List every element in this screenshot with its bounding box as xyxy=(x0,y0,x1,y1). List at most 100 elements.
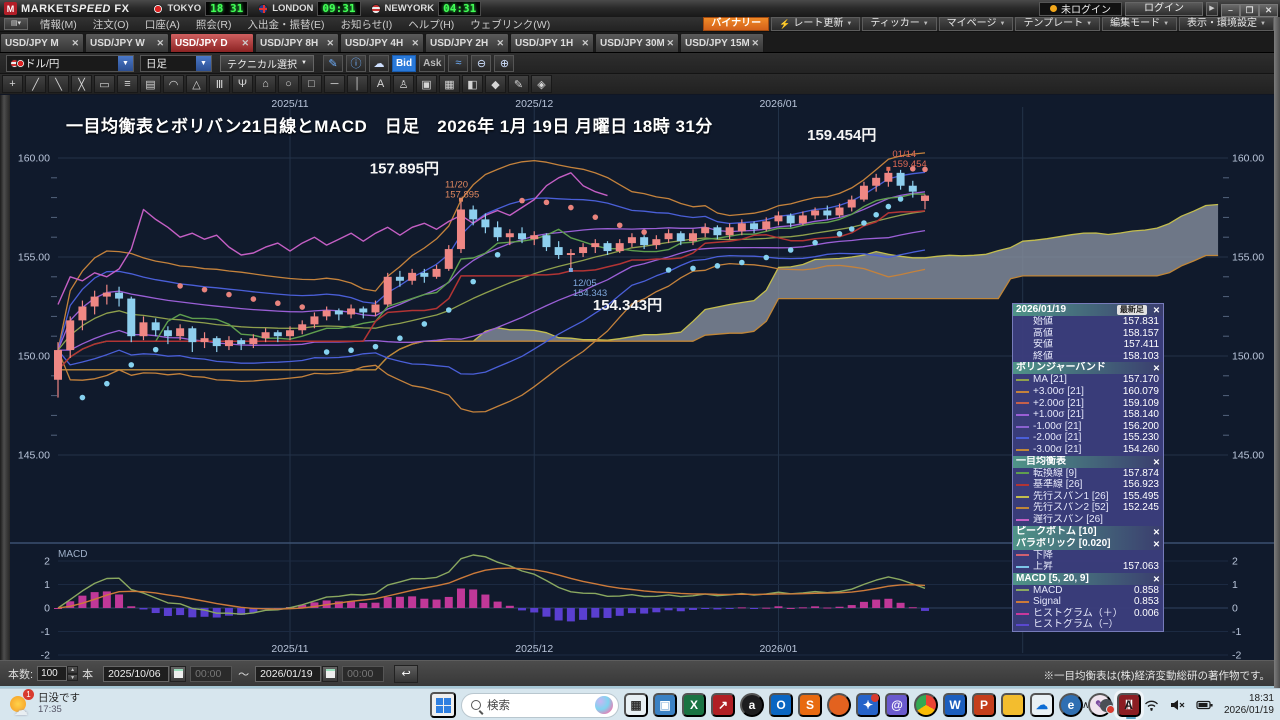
panel-close-icon[interactable]: ✕ xyxy=(1152,538,1160,549)
view-settings-button[interactable]: 表示・環境設定 ▼ xyxy=(1179,17,1274,31)
start-button[interactable] xyxy=(430,692,456,718)
task-view-icon[interactable]: ▦ xyxy=(624,693,648,717)
date-from-input[interactable]: 2025/10/06 xyxy=(103,665,170,682)
outlook-icon[interactable]: O xyxy=(769,693,793,717)
tab-close-icon[interactable]: ✕ xyxy=(496,37,504,48)
horizontal-line-tool[interactable]: ─ xyxy=(324,75,345,93)
minimize-button[interactable]: – xyxy=(1221,3,1240,17)
tab-usd-jpy-30m[interactable]: USD/JPY 30M ✕ xyxy=(595,33,679,52)
tool-settings[interactable]: ◈ xyxy=(531,75,552,93)
word-icon[interactable]: W xyxy=(943,693,967,717)
calendar-to-icon[interactable] xyxy=(322,665,339,682)
tray-expand-icon[interactable]: ∧ xyxy=(1081,699,1090,711)
timeframe-dropdown-icon[interactable]: ▼ xyxy=(196,55,211,71)
trendline-tool[interactable]: ╱ xyxy=(25,75,46,93)
tab-usd-jpy-w[interactable]: USD/JPY W ✕ xyxy=(85,33,169,52)
stock-chart-app-icon[interactable]: ↗ xyxy=(711,693,735,717)
menu-item-1[interactable]: 注文(O) xyxy=(92,19,129,31)
photos-icon[interactable]: ✦ xyxy=(856,693,880,717)
fibonacci-time-tool[interactable]: Ⅲ xyxy=(209,75,230,93)
ellipse-tool[interactable]: ○ xyxy=(278,75,299,93)
tab-usd-jpy-4h[interactable]: USD/JPY 4H ✕ xyxy=(340,33,424,52)
media-app-icon[interactable]: a xyxy=(740,693,764,717)
battery-icon[interactable] xyxy=(1196,699,1213,711)
arc-tool[interactable]: ◠ xyxy=(163,75,184,93)
vertical-line-tool[interactable]: │ xyxy=(347,75,368,93)
tab-close-icon[interactable]: ✕ xyxy=(71,37,79,48)
panel-close-icon[interactable]: ✕ xyxy=(1152,456,1160,467)
mypage-button[interactable]: マイページ ▼ xyxy=(938,17,1014,31)
marketspeed-icon[interactable]: Ⅲ xyxy=(1117,693,1141,719)
pattern-tool[interactable]: ▦ xyxy=(439,75,460,93)
binary-button[interactable]: バイナリー xyxy=(703,17,770,31)
tab-close-icon[interactable]: ✕ xyxy=(581,37,589,48)
network-status-icon[interactable] xyxy=(1100,698,1116,714)
text-tool[interactable]: A xyxy=(370,75,391,93)
draw-pencil-icon[interactable]: ✎ xyxy=(322,54,343,72)
bid-button[interactable]: Bid xyxy=(391,54,417,72)
currency-pair-select[interactable]: ドル/円 ▼ xyxy=(6,54,134,72)
count-up-icon[interactable]: ▲ xyxy=(67,666,79,674)
weather-widget[interactable]: ☁ 1 日没です 17:35 xyxy=(8,689,80,718)
chart-style-icon[interactable]: ≈ xyxy=(448,54,469,72)
ticker-button[interactable]: ティッカー ▼ xyxy=(862,17,937,31)
diamond-tool[interactable]: ◆ xyxy=(485,75,506,93)
bar-count-input[interactable]: 100 xyxy=(37,666,68,681)
zoom-out-icon[interactable]: ⊖ xyxy=(471,54,492,72)
rate-update-button[interactable]: ⚡ レート更新 ▼ xyxy=(771,17,861,31)
eraser-tool[interactable]: ◧ xyxy=(462,75,483,93)
left-splitter[interactable] xyxy=(0,95,10,660)
tab-close-icon[interactable]: ✕ xyxy=(666,37,674,48)
mail-icon[interactable]: @ xyxy=(885,693,909,717)
pitchfork-tool[interactable]: Ψ xyxy=(232,75,253,93)
info-icon[interactable]: ⓘ xyxy=(345,54,366,72)
marker-tool[interactable]: ♙ xyxy=(393,75,414,93)
tab-usd-jpy-1h[interactable]: USD/JPY 1H ✕ xyxy=(510,33,594,52)
tab-usd-jpy-m[interactable]: USD/JPY M ✕ xyxy=(0,33,84,52)
calendar-from-icon[interactable] xyxy=(170,665,187,682)
tab-close-icon[interactable]: ✕ xyxy=(751,37,759,48)
zoom-in-icon[interactable]: ⊕ xyxy=(494,54,515,72)
firefox-icon[interactable] xyxy=(827,693,851,717)
tab-usd-jpy-8h[interactable]: USD/JPY 8H ✕ xyxy=(255,33,339,52)
ray-line-tool[interactable]: ╲ xyxy=(48,75,69,93)
ask-button[interactable]: Ask xyxy=(419,54,446,72)
pair-dropdown-icon[interactable]: ▼ xyxy=(118,55,133,71)
count-down-icon[interactable]: ▼ xyxy=(67,673,79,681)
excel-icon[interactable]: X xyxy=(682,693,706,717)
login-button[interactable]: ログイン xyxy=(1125,1,1203,16)
fibonacci-retracement-tool[interactable]: ▤ xyxy=(140,75,161,93)
cloud-icon[interactable]: ☁ xyxy=(368,54,389,72)
menu-item-7[interactable]: ウェブリンク(W) xyxy=(470,19,551,31)
tab-usd-jpy-2h[interactable]: USD/JPY 2H ✕ xyxy=(425,33,509,52)
polygon-tool[interactable]: ⌂ xyxy=(255,75,276,93)
onedrive-icon[interactable]: ☁ xyxy=(1030,693,1054,717)
panel-close-icon[interactable]: ✕ xyxy=(1152,526,1160,537)
panel-close-icon[interactable]: ✕ xyxy=(1152,363,1160,374)
stamp-tool[interactable]: ▣ xyxy=(416,75,437,93)
edge-icon[interactable]: e xyxy=(1059,693,1083,717)
template-button[interactable]: テンプレート ▼ xyxy=(1015,17,1101,31)
taskbar-search[interactable]: 検索 xyxy=(461,692,619,718)
tab-close-icon[interactable]: ✕ xyxy=(326,37,334,48)
multi-horizontal-tool[interactable]: ≡ xyxy=(117,75,138,93)
timeframe-select[interactable]: 日足 ▼ xyxy=(140,54,212,72)
close-button[interactable]: ✕ xyxy=(1259,3,1278,17)
panel-close-icon[interactable]: ✕ xyxy=(1152,573,1160,584)
login-expand-icon[interactable]: ▶ xyxy=(1206,1,1218,16)
powerpoint-icon[interactable]: P xyxy=(972,693,996,717)
chrome-icon[interactable] xyxy=(914,693,938,717)
edit-pencil-tool[interactable]: ✎ xyxy=(508,75,529,93)
menu-item-6[interactable]: ヘルプ(H) xyxy=(408,19,455,31)
ime-indicator[interactable]: A xyxy=(1124,698,1133,712)
panel-close-icon[interactable]: ✕ xyxy=(1152,305,1160,315)
gallery-icon[interactable]: ▣ xyxy=(653,693,677,717)
gann-fan-tool[interactable]: △ xyxy=(186,75,207,93)
tab-close-icon[interactable]: ✕ xyxy=(411,37,419,48)
wifi-icon[interactable] xyxy=(1144,699,1159,711)
tab-close-icon[interactable]: ✕ xyxy=(241,37,249,48)
tab-usd-jpy-15m[interactable]: USD/JPY 15M ✕ xyxy=(680,33,764,52)
date-to-input[interactable]: 2026/01/19 xyxy=(255,665,322,682)
menu-item-4[interactable]: 入出金・振替(E) xyxy=(247,19,325,31)
